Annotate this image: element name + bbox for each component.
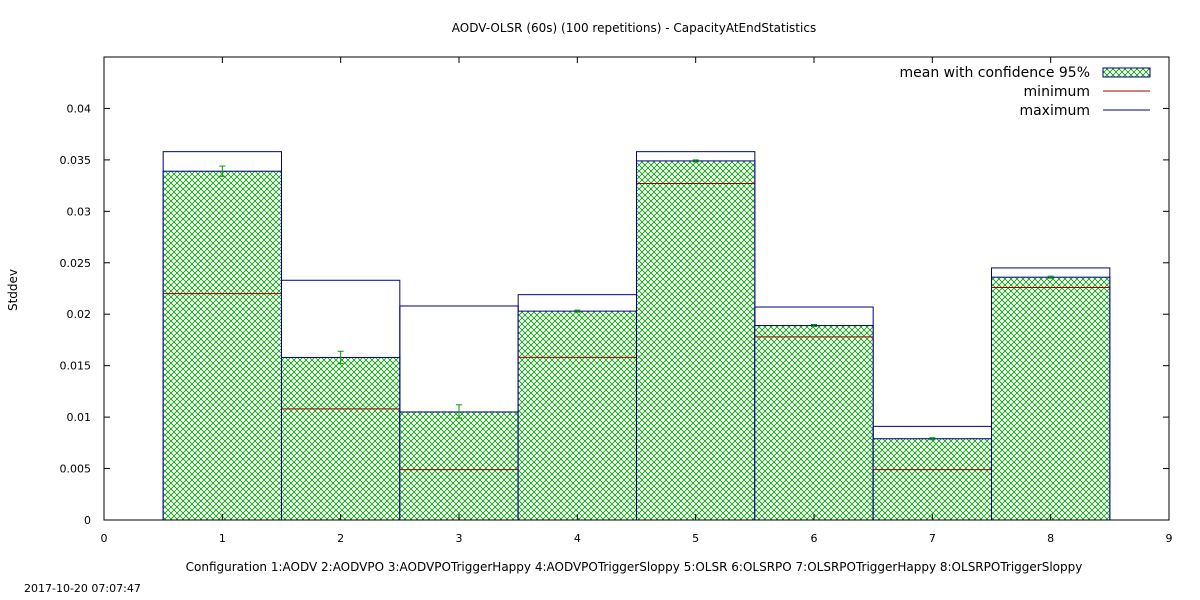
legend-label: minimum bbox=[1024, 84, 1090, 100]
x-tick-label: 0 bbox=[101, 532, 108, 545]
mean-bar bbox=[754, 325, 874, 521]
y-tick-label: 0 bbox=[84, 514, 91, 527]
x-tick-label: 4 bbox=[574, 532, 581, 545]
x-tick-label: 6 bbox=[811, 532, 818, 545]
x-axis-label: Configuration 1:AODV 2:AODVPO 3:AODVPOTr… bbox=[186, 560, 1083, 574]
y-tick-label: 0.015 bbox=[60, 360, 92, 373]
y-tick-label: 0.02 bbox=[67, 308, 92, 321]
mean-bar bbox=[517, 310, 638, 521]
y-tick-label: 0.005 bbox=[60, 463, 92, 476]
legend-label: maximum bbox=[1019, 103, 1090, 119]
mean-bar bbox=[162, 170, 283, 521]
x-tick-label: 9 bbox=[1166, 532, 1173, 545]
mean-bar bbox=[991, 276, 1111, 521]
y-tick-label: 0.04 bbox=[67, 102, 92, 115]
y-tick-label: 0.03 bbox=[67, 205, 92, 218]
legend-label: mean with confidence 95% bbox=[899, 65, 1090, 81]
timestamp: 2017-10-20 07:07:47 bbox=[24, 582, 141, 595]
y-tick-label: 0.035 bbox=[60, 154, 92, 167]
y-tick-label: 0.025 bbox=[60, 257, 92, 270]
mean-bar bbox=[399, 411, 519, 521]
mean-bar bbox=[636, 160, 756, 521]
mean-bar bbox=[281, 356, 401, 521]
y-axis-label: Stddev bbox=[6, 269, 20, 311]
x-tick-label: 2 bbox=[337, 532, 344, 545]
mean-bar bbox=[872, 438, 993, 521]
x-tick-label: 3 bbox=[456, 532, 463, 545]
x-tick-label: 1 bbox=[219, 532, 226, 545]
chart-title: AODV-OLSR (60s) (100 repetitions) - Capa… bbox=[452, 21, 816, 35]
x-tick-label: 7 bbox=[929, 532, 936, 545]
plot-frame bbox=[103, 56, 1170, 521]
x-tick-label: 8 bbox=[1047, 532, 1054, 545]
legend-swatch-mean bbox=[1102, 67, 1151, 78]
y-tick-label: 0.01 bbox=[67, 411, 92, 424]
x-tick-label: 5 bbox=[692, 532, 699, 545]
